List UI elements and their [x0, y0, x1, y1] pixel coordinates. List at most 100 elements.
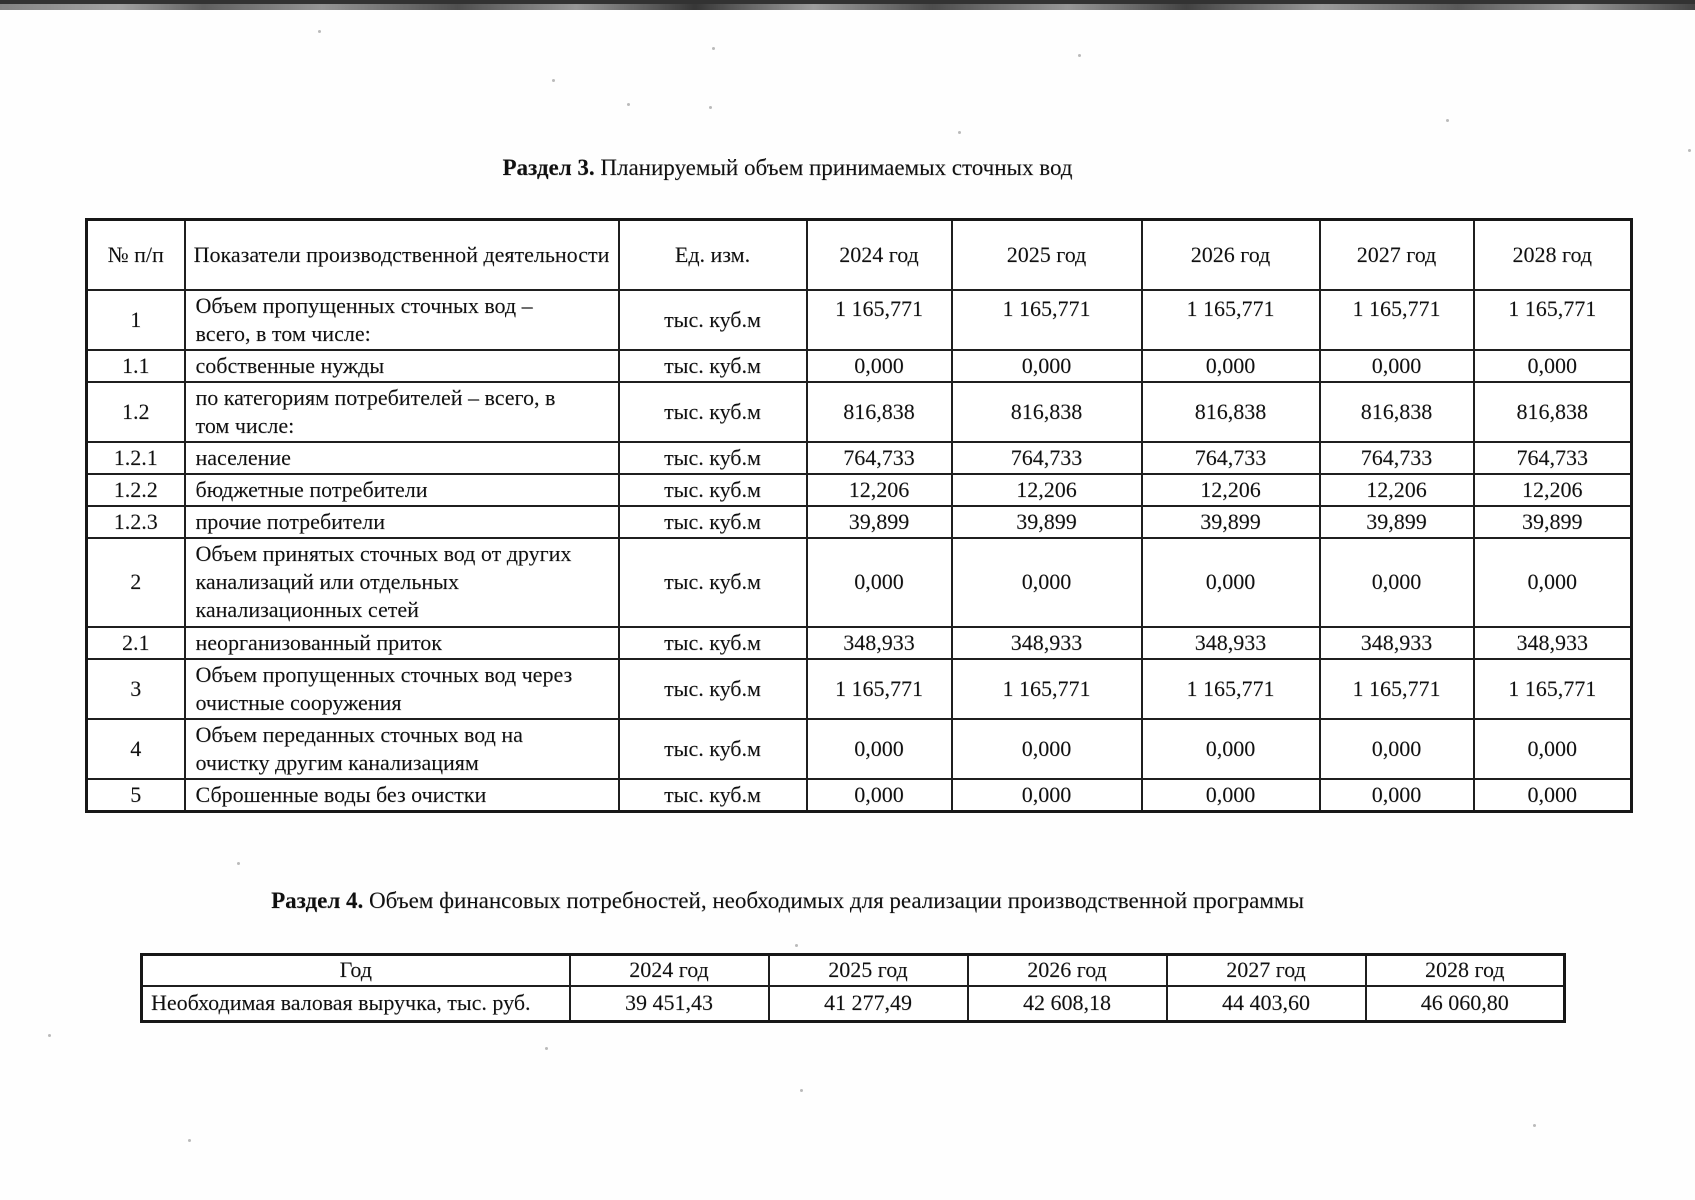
table-row: Необходимая валовая выручка, тыс. руб. 39…: [140, 984, 1566, 1023]
unit-value: тыс. куб.м: [617, 536, 808, 628]
year-value: 1 165,771: [1318, 288, 1475, 351]
year-value: 348,933: [950, 625, 1143, 660]
year-value: 0,000: [1472, 777, 1633, 812]
unit-value: тыс. куб.м: [617, 440, 808, 475]
row-number: 1.2: [85, 380, 186, 443]
year-value: 0,000: [1318, 348, 1475, 383]
section4-table-body: Необходимая валовая выручка, тыс. руб. 39…: [140, 984, 1566, 1023]
year-value: 764,733: [1318, 440, 1475, 475]
year-value: 0,000: [805, 717, 953, 780]
year-value: 0,000: [950, 777, 1143, 812]
section3-table-body: 1 Объем пропущенных сточных вод – всего, …: [85, 288, 1633, 812]
section3-table-header-row: № п/п Показатели производственной деятель…: [85, 218, 1633, 291]
year-value: 0,000: [950, 717, 1143, 780]
year-value: 816,838: [1140, 380, 1321, 443]
year-value: 1 165,771: [1318, 657, 1475, 720]
indicator-label: Объем пропущенных сточных вод – всего, в…: [183, 288, 620, 351]
column-header: Ед. изм.: [617, 218, 808, 291]
year-value: 44 403,60: [1165, 984, 1367, 1023]
year-value: 0,000: [1140, 536, 1321, 628]
column-header: № п/п: [85, 218, 186, 291]
revenue-row-label: Необходимая валовая выручка, тыс. руб.: [140, 984, 571, 1023]
year-value: 39,899: [950, 504, 1143, 539]
unit-value: тыс. куб.м: [617, 717, 808, 780]
year-value: 1 165,771: [1140, 657, 1321, 720]
year-value: 816,838: [1472, 380, 1633, 443]
section3-table: № п/п Показатели производственной деятель…: [85, 218, 1633, 813]
indicator-label: Объем переданных сточных вод на очистку …: [183, 717, 620, 780]
row-number: 1.2.2: [85, 472, 186, 507]
year-value: 816,838: [1318, 380, 1475, 443]
indicator-label: население: [183, 440, 620, 475]
year-value: 348,933: [1472, 625, 1633, 660]
row-number: 3: [85, 657, 186, 720]
year-value: 816,838: [805, 380, 953, 443]
year-value: 1 165,771: [805, 657, 953, 720]
column-header: 2027 год: [1165, 953, 1367, 987]
year-value: 348,933: [1140, 625, 1321, 660]
section4-title-text: Объем финансовых потребностей, необходим…: [363, 888, 1304, 913]
column-header: 2026 год: [966, 953, 1168, 987]
year-value: 1 165,771: [950, 657, 1143, 720]
indicator-label: Объем принятых сточных вод от других кан…: [183, 536, 620, 628]
column-header: Год: [140, 953, 571, 987]
year-value: 348,933: [805, 625, 953, 660]
table-row: 3 Объем пропущенных сточных вод через очи…: [85, 657, 1633, 720]
year-value: 1 165,771: [1472, 657, 1633, 720]
year-value: 348,933: [1318, 625, 1475, 660]
year-value: 1 165,771: [1472, 288, 1633, 351]
year-value: 12,206: [805, 472, 953, 507]
section3-title-number: Раздел 3.: [502, 155, 595, 180]
indicator-label: по категориям потребителей – всего, в то…: [183, 380, 620, 443]
unit-value: тыс. куб.м: [617, 777, 808, 812]
year-value: 0,000: [1472, 536, 1633, 628]
row-number: 5: [85, 777, 186, 812]
row-number: 1.2.1: [85, 440, 186, 475]
table-row: 1 Объем пропущенных сточных вод – всего, …: [85, 288, 1633, 351]
indicator-label: собственные нужды: [183, 348, 620, 383]
unit-value: тыс. куб.м: [617, 625, 808, 660]
table-row: 2 Объем принятых сточных вод от других ка…: [85, 536, 1633, 628]
year-value: 764,733: [1140, 440, 1321, 475]
column-header: 2027 год: [1318, 218, 1475, 291]
column-header: 2025 год: [950, 218, 1143, 291]
year-value: 0,000: [950, 348, 1143, 383]
column-header: 2026 год: [1140, 218, 1321, 291]
year-value: 0,000: [1318, 777, 1475, 812]
scanner-edge-artifact: [0, 0, 1695, 10]
column-header: 2025 год: [767, 953, 969, 987]
year-value: 1 165,771: [1140, 288, 1321, 351]
year-value: 0,000: [1472, 348, 1633, 383]
row-number: 4: [85, 717, 186, 780]
year-value: 764,733: [950, 440, 1143, 475]
column-header: 2028 год: [1472, 218, 1633, 291]
year-value: 1 165,771: [950, 288, 1143, 351]
year-value: 764,733: [805, 440, 953, 475]
year-value: 12,206: [1318, 472, 1475, 507]
year-value: 46 060,80: [1364, 984, 1566, 1023]
indicator-label: Объем пропущенных сточных вод через очис…: [183, 657, 620, 720]
table-row: 1.2 по категориям потребителей – всего, в…: [85, 380, 1633, 443]
year-value: 39 451,43: [568, 984, 770, 1023]
column-header: Показатели производственной деятельности: [183, 218, 620, 291]
year-value: 39,899: [1318, 504, 1475, 539]
scan-noise: [0, 0, 3, 3]
table-row: 5 Сброшенные воды без очистки тыс. куб.м 0,…: [85, 777, 1633, 812]
unit-value: тыс. куб.м: [617, 657, 808, 720]
year-value: 0,000: [805, 536, 953, 628]
year-value: 1 165,771: [805, 288, 953, 351]
section4-title-number: Раздел 4.: [271, 888, 364, 913]
year-value: 0,000: [1318, 717, 1475, 780]
section3-title-text: Планируемый объем принимаемых сточных во…: [594, 155, 1073, 180]
column-header: 2024 год: [568, 953, 770, 987]
indicator-label: Сброшенные воды без очистки: [183, 777, 620, 812]
year-value: 0,000: [950, 536, 1143, 628]
table-row: 2.1 неорганизованный приток тыс. куб.м 348,…: [85, 625, 1633, 660]
section4-table: Год 2024 год 2025 год 2026 год 2027 год 2028 …: [140, 953, 1566, 1023]
table-row: 4 Объем переданных сточных вод на очистку…: [85, 717, 1633, 780]
year-value: 41 277,49: [767, 984, 969, 1023]
year-value: 0,000: [1140, 348, 1321, 383]
section4-table-header-row: Год 2024 год 2025 год 2026 год 2027 год 2028 …: [140, 953, 1566, 987]
year-value: 39,899: [1140, 504, 1321, 539]
